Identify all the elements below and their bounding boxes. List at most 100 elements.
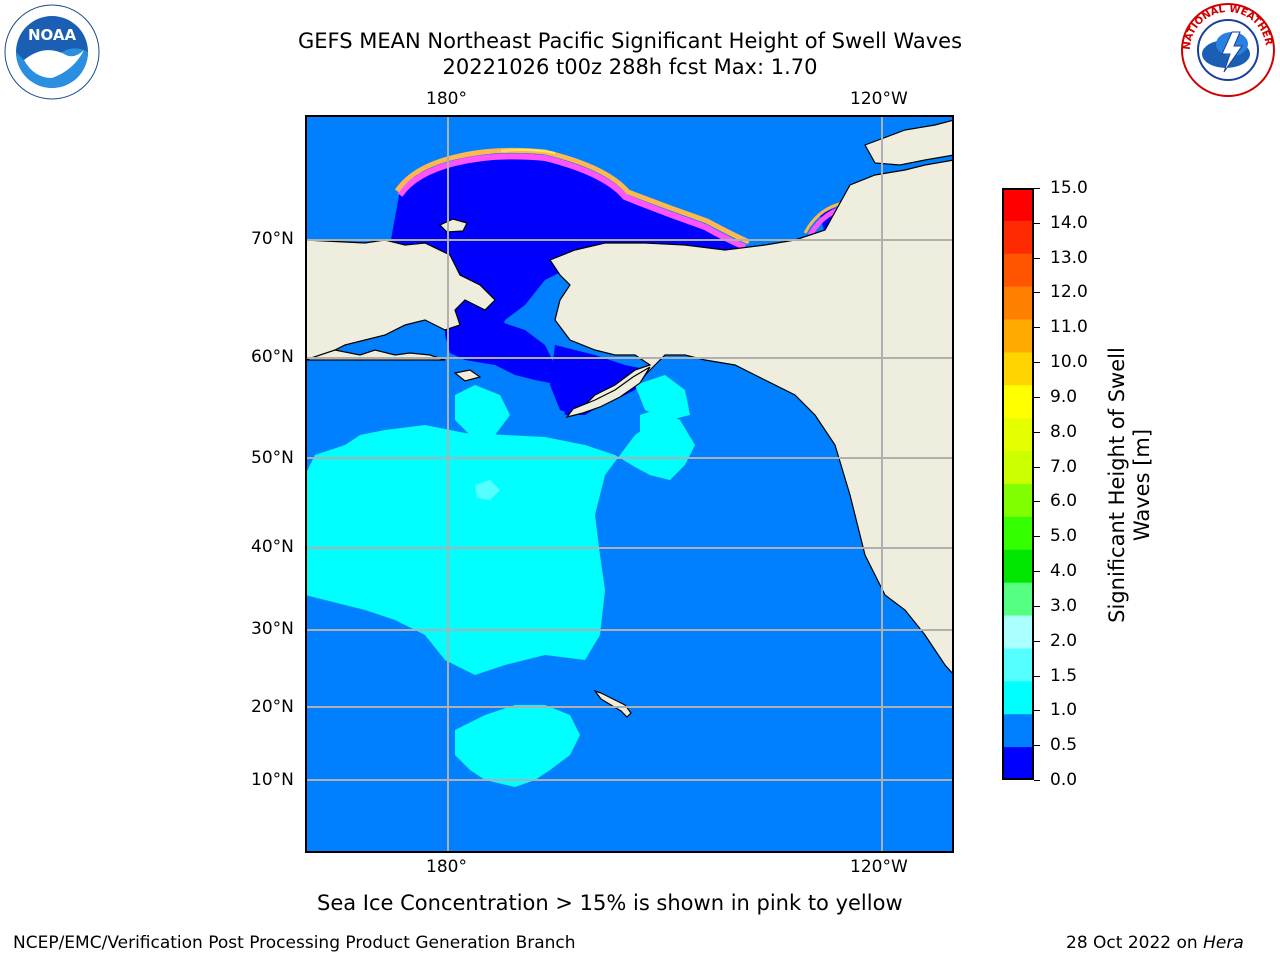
colorbar-segment [1002, 418, 1034, 452]
colorbar-segment [1002, 484, 1034, 518]
colorbar-tick-label: 0.0 [1050, 770, 1078, 790]
colorbar-label-line1: Significant Height of Swell [1105, 347, 1129, 623]
lon-label-top-120w: 120°W [850, 89, 908, 109]
colorbar-tick-mark [1034, 536, 1040, 538]
swell-cyan-west-strip [305, 490, 355, 525]
colorbar-tick-label: 3.0 [1050, 595, 1078, 616]
lat-label-70n: 70°N [251, 229, 294, 249]
sea-ice-caption: Sea Ice Concentration > 15% is shown in … [317, 891, 903, 915]
swell-cyan-main [305, 415, 675, 675]
colorbar-segment [1002, 220, 1034, 255]
colorbar-segment [1002, 352, 1034, 386]
land-wrangel-island [438, 218, 468, 233]
lon-label-top-180: 180° [426, 89, 467, 109]
noaa-logo-text: NOAA [28, 26, 77, 44]
colorbar-tick-mark [1034, 501, 1040, 503]
colorbar-segment [1002, 681, 1034, 715]
colorbar-tick-mark [1034, 640, 1040, 642]
colorbar-tick-label: 13.0 [1050, 247, 1088, 268]
colorbar-tick-label: 5.0 [1050, 526, 1078, 547]
colorbar-tick-label: 15.0 [1050, 178, 1088, 198]
colorbar-tick-label: 7.0 [1050, 456, 1078, 477]
lat-label-50n: 50°N [251, 448, 294, 468]
colorbar-tick-mark [1034, 327, 1040, 329]
swell-height-map [305, 115, 954, 853]
colorbar-tick-label: 10.0 [1050, 352, 1088, 373]
footer-left: NCEP/EMC/Verification Post Processing Pr… [13, 933, 576, 953]
colorbar-tick-mark [1034, 362, 1040, 364]
lon-label-bottom-120w: 120°W [850, 857, 908, 877]
colorbar-tick-label: 12.0 [1050, 282, 1088, 303]
colorbar-tick-label: 11.0 [1050, 317, 1088, 338]
colorbar-tick-mark [1034, 292, 1040, 294]
colorbar-segment [1002, 615, 1034, 649]
swell-cyan-mid-patch [635, 375, 690, 420]
colorbar-tick-label: 1.5 [1050, 665, 1078, 686]
land-hawaii [593, 689, 632, 718]
colorbar-tick-label: 8.0 [1050, 421, 1078, 442]
nws-logo-icon: NATIONAL WEATHER SERVICE [1176, 0, 1276, 98]
colorbar-tick-mark [1034, 188, 1040, 189]
lat-label-10n: 10°N [251, 770, 294, 790]
alaska-bay-low-swell [550, 345, 650, 415]
colorbar-tick-label: 9.0 [1050, 386, 1078, 407]
swell-cyan-north-patch [455, 385, 510, 435]
sea-ice-fringe-yellow [500, 148, 556, 154]
colorbar-tick-mark [1034, 222, 1040, 224]
colorbar-label-line2: Waves [m] [1130, 428, 1154, 542]
footer-date: 28 Oct 2022 on [1066, 933, 1204, 953]
colorbar-tick-label: 1.0 [1050, 700, 1078, 721]
colorbar-tick-label: 4.0 [1050, 561, 1078, 582]
colorbar-tick-label: 2.0 [1050, 630, 1078, 651]
swell-cyan-gulf [640, 410, 695, 480]
colorbar-segment [1002, 582, 1034, 617]
colorbar-segment [1002, 714, 1034, 748]
colorbar-tick-mark [1034, 431, 1040, 433]
colorbar-segment [1002, 648, 1034, 682]
land-north-america [549, 159, 954, 676]
lat-label-40n: 40°N [251, 537, 294, 557]
colorbar-segment [1002, 747, 1034, 780]
swell-lightcyan-patch [475, 480, 500, 500]
map-frame [305, 115, 954, 853]
colorbar-tick-label: 0.5 [1050, 735, 1078, 756]
lat-label-60n: 60°N [251, 347, 294, 367]
noaa-logo-icon: NOAA [4, 4, 100, 100]
colorbar-tick-mark [1034, 605, 1040, 607]
colorbar-frame [1002, 188, 1034, 780]
colorbar-tick-label: 6.0 [1050, 491, 1078, 512]
lon-label-bottom-180: 180° [426, 857, 467, 877]
footer-right: 28 Oct 2022 on Hera [1066, 933, 1244, 953]
colorbar-tick-mark [1034, 466, 1040, 468]
sea-ice-fringe-pink [397, 153, 747, 250]
footer-machine: Hera [1203, 933, 1244, 953]
colorbar-tick-mark [1034, 257, 1040, 259]
colorbar-segment [1002, 451, 1034, 485]
colorbar-tick-mark [1034, 745, 1040, 747]
map-graticule [305, 115, 954, 853]
chart-subtitle: 20221026 t00z 288h fcst Max: 1.70 [442, 55, 818, 79]
chart-title: GEFS MEAN Northeast Pacific Significant … [297, 29, 963, 53]
lat-label-30n: 30°N [251, 619, 294, 639]
swell-cyan-south [455, 705, 580, 787]
lat-label-20n: 20°N [251, 697, 294, 717]
land-alaska-peninsula [565, 366, 651, 418]
colorbar-segment [1002, 319, 1034, 353]
colorbar-segment [1002, 286, 1034, 321]
colorbar-tick-mark [1034, 675, 1040, 677]
colorbar-segment [1002, 385, 1034, 419]
colorbar-tick-label: 14.0 [1050, 212, 1088, 233]
colorbar-tick-mark [1034, 710, 1040, 712]
land-st-lawrence [453, 369, 482, 382]
colorbar-segment [1002, 516, 1034, 551]
land-arctic-islands [864, 119, 954, 166]
colorbar-ticks: 15.0 14.0 13.0 12.0 11.0 10.0 9.0 8.0 7.0 6.0 5.0 4… [1034, 178, 1104, 790]
colorbar-tick-mark [1034, 571, 1040, 573]
colorbar-segment [1002, 549, 1034, 584]
colorbar-tick-mark [1034, 396, 1040, 398]
colorbar-segment [1002, 253, 1034, 288]
colorbar [1002, 188, 1034, 780]
colorbar-tick-mark [1034, 780, 1040, 781]
colorbar-segment [1002, 188, 1034, 222]
sea-ice-fringe-orange [394, 147, 751, 245]
